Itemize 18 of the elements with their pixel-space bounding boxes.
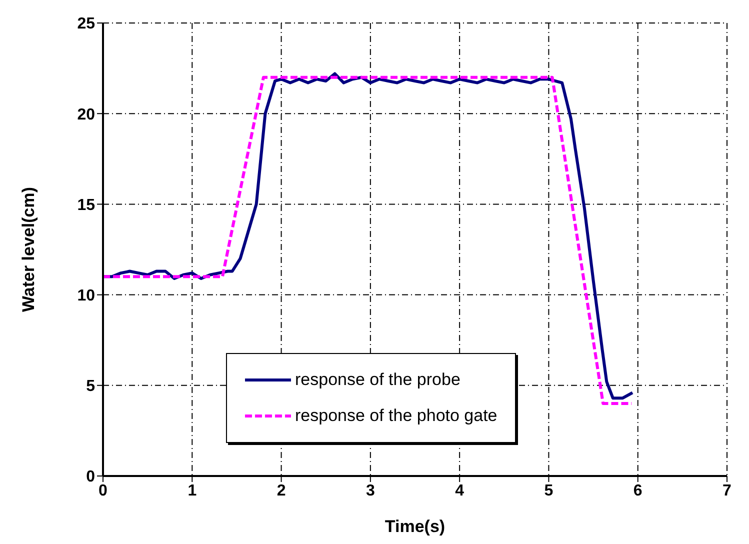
y-axis-title: Water level(cm) [19,186,38,312]
x-tick-label: 4 [455,482,464,500]
x-tick-label: 7 [722,482,732,500]
legend-label: response of the probe [295,370,460,390]
y-tick-label: 10 [77,287,96,304]
y-tick-label: 25 [77,16,96,33]
x-axis-title: Time(s) [384,517,446,536]
x-tick-label: 2 [276,482,286,500]
y-tick-label: 0 [86,468,96,486]
y-tick-label: 20 [77,106,96,124]
x-tick-label: 6 [633,482,642,500]
y-tick-label: 15 [77,196,96,214]
y-tick-label: 5 [86,378,96,396]
x-tick-label: 5 [544,482,554,500]
x-tick-label: 1 [188,482,197,500]
legend-label: response of the photo gate [295,406,498,426]
x-tick-label: 3 [366,482,375,500]
x-tick-label: 0 [98,482,108,500]
